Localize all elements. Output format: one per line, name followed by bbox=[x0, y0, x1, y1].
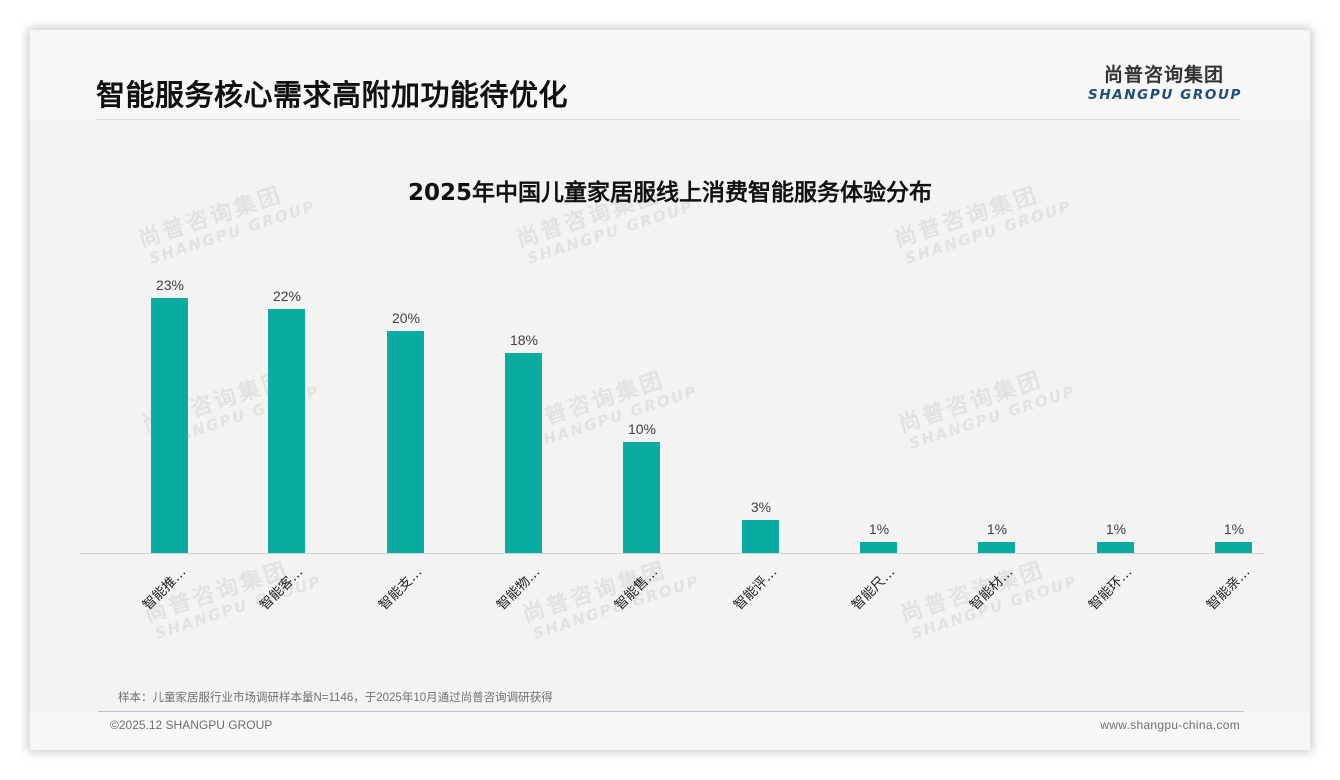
x-axis-category-label: 智能环… bbox=[1085, 564, 1136, 614]
data-label: 22% bbox=[272, 287, 302, 304]
data-label: 10% bbox=[627, 421, 657, 437]
data-label: 1% bbox=[986, 520, 1008, 537]
bar[interactable] bbox=[742, 519, 779, 553]
x-axis-category-label: 智能物… bbox=[493, 564, 544, 614]
data-label: 23% bbox=[155, 276, 185, 293]
bar-group: 3% bbox=[731, 230, 791, 553]
chart-title: 2025年中国儿童家居服线上消费智能服务体验分布 bbox=[407, 180, 932, 206]
bar[interactable] bbox=[623, 442, 660, 553]
bar[interactable] bbox=[387, 331, 424, 553]
bar-group: 22% bbox=[257, 230, 317, 553]
x-axis-category-label: 智能支… bbox=[375, 564, 426, 614]
footer-divider bbox=[98, 711, 1244, 712]
data-label: 20% bbox=[391, 310, 421, 326]
x-axis-category-label: 智能材… bbox=[966, 564, 1017, 614]
logo-chinese-text: 尚普咨询集团 bbox=[1103, 64, 1224, 86]
x-axis-category-label: 智能亲… bbox=[1203, 564, 1254, 614]
data-label: 1% bbox=[1105, 520, 1127, 537]
x-axis-line bbox=[80, 553, 1264, 554]
bar[interactable] bbox=[1215, 541, 1252, 553]
bar[interactable] bbox=[151, 297, 188, 553]
company-logo: 尚普咨询集团 SHANGPU GROUP bbox=[1088, 63, 1240, 103]
website-link[interactable]: www.shangpu-china.com bbox=[1100, 718, 1240, 732]
bar[interactable] bbox=[860, 541, 897, 553]
bar[interactable] bbox=[268, 308, 305, 553]
bar-group: 1% bbox=[849, 230, 909, 553]
bar-group: 20% bbox=[376, 230, 436, 553]
bar[interactable] bbox=[505, 353, 542, 553]
bar[interactable] bbox=[978, 541, 1015, 553]
data-label: 1% bbox=[1223, 520, 1245, 537]
bar-group: 1% bbox=[967, 230, 1027, 553]
x-axis-category-label: 智能评… bbox=[730, 564, 781, 614]
data-label: 1% bbox=[868, 520, 890, 537]
sample-note: 样本：儿童家居服行业市场调研样本量N=1146，于2025年10月通过尚普咨询调… bbox=[118, 692, 553, 704]
copyright-text: ©2025.12 SHANGPU GROUP bbox=[110, 718, 273, 732]
data-label: 18% bbox=[509, 332, 539, 349]
x-axis-category-label: 智能尺… bbox=[848, 564, 899, 614]
logo-english-text: SHANGPU GROUP bbox=[1088, 87, 1243, 103]
header-divider bbox=[95, 119, 1240, 120]
bar-group: 23% bbox=[140, 230, 200, 553]
footer-band bbox=[30, 712, 1310, 750]
page-title: 智能服务核心需求高附加功能待优化 bbox=[96, 78, 569, 112]
data-label: 3% bbox=[750, 498, 772, 515]
bar[interactable] bbox=[1097, 541, 1134, 553]
x-axis-category-label: 智能客… bbox=[256, 564, 307, 614]
x-axis-category-label: 智能推… bbox=[139, 564, 190, 614]
bar-group: 18% bbox=[494, 230, 554, 553]
slide: 智能服务核心需求高附加功能待优化 尚普咨询集团 SHANGPU GROUP 尚普… bbox=[30, 30, 1310, 750]
x-axis-category-label: 智能售… bbox=[611, 564, 662, 614]
bar-group: 1% bbox=[1086, 230, 1146, 553]
bar-chart: 23% 智能推… 22% 智能客… 20% 智能支… 18% 智能物… 10% 智能售… 3% 智能评… bbox=[80, 230, 1264, 620]
bar-group: 10% bbox=[612, 230, 672, 553]
header-band bbox=[30, 30, 1310, 120]
bar-group: 1% bbox=[1204, 230, 1264, 553]
